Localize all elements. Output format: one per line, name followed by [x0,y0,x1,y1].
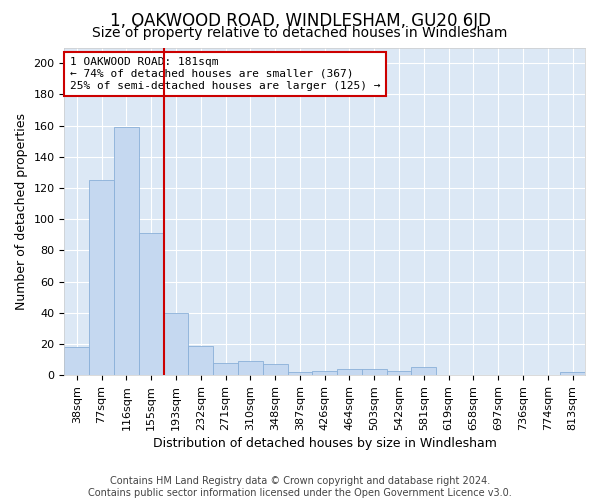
Bar [164,313,188,375]
Bar [362,369,386,375]
Text: Contains HM Land Registry data © Crown copyright and database right 2024.
Contai: Contains HM Land Registry data © Crown c… [88,476,512,498]
Bar [560,372,585,375]
X-axis label: Distribution of detached houses by size in Windlesham: Distribution of detached houses by size … [153,437,497,450]
Text: 1 OAKWOOD ROAD: 181sqm
← 74% of detached houses are smaller (367)
25% of semi-de: 1 OAKWOOD ROAD: 181sqm ← 74% of detached… [70,58,380,90]
Bar [412,368,436,375]
Bar [64,347,89,375]
Bar [313,370,337,375]
Text: Size of property relative to detached houses in Windlesham: Size of property relative to detached ho… [92,26,508,40]
Bar [213,362,238,375]
Bar [238,361,263,375]
Bar [114,127,139,375]
Bar [188,346,213,375]
Bar [139,233,164,375]
Bar [337,369,362,375]
Bar [287,372,313,375]
Bar [386,370,412,375]
Bar [263,364,287,375]
Text: 1, OAKWOOD ROAD, WINDLESHAM, GU20 6JD: 1, OAKWOOD ROAD, WINDLESHAM, GU20 6JD [110,12,491,30]
Y-axis label: Number of detached properties: Number of detached properties [15,113,28,310]
Bar [89,180,114,375]
